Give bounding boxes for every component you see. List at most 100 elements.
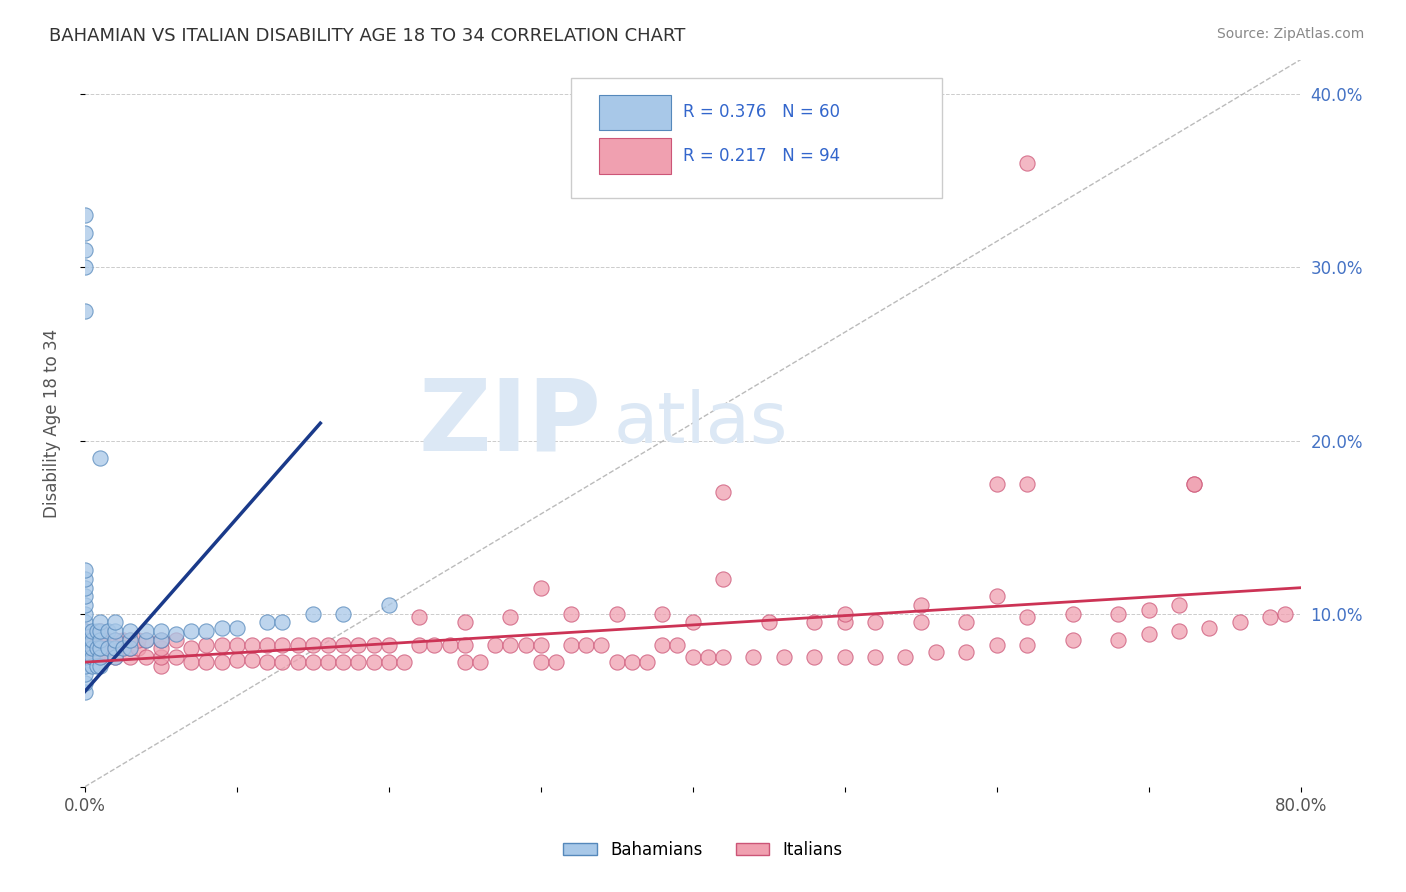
Point (73, 624, 96, 638)
Point (89, 450, 111, 465)
Point (82, 650, 104, 665)
Point (1168, 598, 1191, 612)
Point (211, 638, 233, 652)
Point (620, 655, 643, 669)
Point (96, 624, 118, 638)
Point (86, 650, 108, 665)
Point (986, 638, 1008, 652)
Point (1137, 627, 1160, 641)
Point (1168, 624, 1191, 638)
Text: R = 0.217   N = 94: R = 0.217 N = 94 (683, 146, 841, 165)
Text: Source: ZipAtlas.com: Source: ZipAtlas.com (1216, 27, 1364, 41)
Point (1258, 610, 1281, 624)
Point (73, 615, 96, 630)
Point (73, 641, 96, 656)
Point (104, 650, 127, 665)
Point (742, 650, 765, 665)
Point (120, 632, 142, 647)
Point (484, 638, 506, 652)
Point (271, 655, 294, 669)
Point (73, 607, 96, 621)
Point (89, 641, 111, 656)
Point (73, 650, 96, 665)
Point (803, 650, 825, 665)
Point (165, 650, 187, 665)
Point (73, 598, 96, 612)
Point (127, 632, 149, 647)
Point (439, 638, 461, 652)
Point (120, 624, 142, 638)
Point (180, 624, 202, 638)
FancyBboxPatch shape (599, 95, 671, 130)
Point (104, 615, 127, 630)
Point (73, 243, 96, 257)
Point (515, 638, 537, 652)
Point (73, 209, 96, 223)
Point (636, 655, 658, 669)
Point (89, 650, 111, 665)
Point (347, 655, 370, 669)
Point (377, 598, 399, 612)
Legend: Bahamians, Italians: Bahamians, Italians (557, 835, 849, 866)
Point (86, 632, 108, 647)
Point (834, 650, 856, 665)
Point (225, 653, 247, 667)
Point (392, 655, 415, 669)
Point (894, 650, 917, 665)
Point (195, 638, 218, 652)
Point (73, 226, 96, 240)
Point (955, 645, 977, 659)
Point (575, 638, 598, 652)
Point (666, 638, 689, 652)
Text: ZIP: ZIP (419, 375, 602, 472)
Point (301, 638, 323, 652)
Point (454, 655, 477, 669)
Point (211, 621, 233, 635)
Point (287, 655, 309, 669)
Point (96, 632, 118, 647)
Point (1107, 607, 1129, 621)
Point (82, 624, 104, 638)
Point (316, 638, 339, 652)
FancyBboxPatch shape (571, 78, 942, 198)
Point (863, 615, 886, 630)
Point (803, 615, 825, 630)
Point (606, 655, 628, 669)
Point (1137, 603, 1160, 617)
Point (73, 581, 96, 595)
Point (120, 632, 142, 647)
Point (560, 607, 582, 621)
Point (468, 655, 491, 669)
Point (1229, 615, 1251, 630)
Point (73, 641, 96, 656)
Point (591, 638, 613, 652)
Point (120, 650, 142, 665)
Point (332, 607, 354, 621)
Point (135, 632, 157, 647)
Point (82, 641, 104, 656)
Point (89, 641, 111, 656)
Point (651, 638, 673, 652)
Point (89, 650, 111, 665)
Point (363, 638, 385, 652)
Point (73, 260, 96, 275)
Point (696, 650, 718, 665)
Point (73, 632, 96, 647)
Point (180, 655, 202, 669)
Point (377, 655, 399, 669)
Point (82, 658, 104, 673)
Point (910, 615, 932, 630)
Text: BAHAMIAN VS ITALIAN DISABILITY AGE 18 TO 34 CORRELATION CHART: BAHAMIAN VS ITALIAN DISABILITY AGE 18 TO… (49, 27, 686, 45)
Point (89, 624, 111, 638)
Point (73, 303, 96, 318)
Point (89, 658, 111, 673)
Point (149, 632, 172, 647)
Point (651, 607, 673, 621)
Point (73, 650, 96, 665)
Point (1198, 621, 1220, 635)
Point (73, 572, 96, 586)
Point (363, 655, 385, 669)
Point (1107, 632, 1129, 647)
Point (104, 632, 127, 647)
Point (96, 641, 118, 656)
